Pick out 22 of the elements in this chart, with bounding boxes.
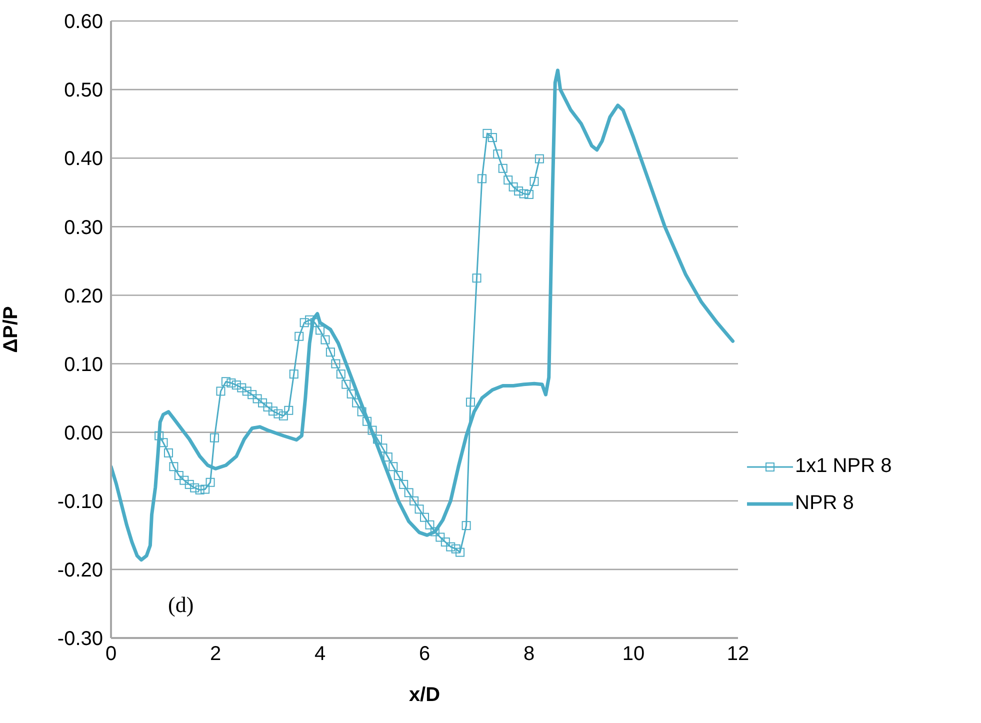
y-tick-label: 0.40: [64, 148, 103, 170]
y-tick-label: 0.10: [64, 354, 103, 376]
y-tick-label: 0.20: [64, 285, 103, 308]
legend-label: 1x1 NPR 8: [795, 455, 892, 478]
x-tick-label: 12: [726, 643, 750, 666]
x-tick-label: 6: [418, 643, 430, 666]
y-tick-label: 0.00: [64, 422, 103, 444]
y-tick-label: 0.30: [64, 216, 103, 239]
y-axis-title: ΔP/P: [0, 306, 22, 353]
y-tick-label: -0.10: [57, 490, 103, 513]
y-tick-label: -0.20: [57, 560, 103, 582]
x-tick-label: 4: [314, 643, 326, 666]
x-tick-label: 0: [105, 643, 117, 666]
x-tick-label: 2: [210, 643, 222, 666]
y-tick-label: 0.50: [64, 80, 103, 102]
y-tick-label: -0.30: [57, 628, 103, 650]
legend-label: NPR 8: [795, 492, 854, 515]
y-tick-label: 0.60: [64, 11, 103, 34]
x-axis-title: x/D: [408, 684, 440, 706]
annotation: (d): [168, 592, 194, 618]
x-tick-label: 8: [523, 643, 535, 666]
x-tick-label: 10: [622, 643, 645, 666]
